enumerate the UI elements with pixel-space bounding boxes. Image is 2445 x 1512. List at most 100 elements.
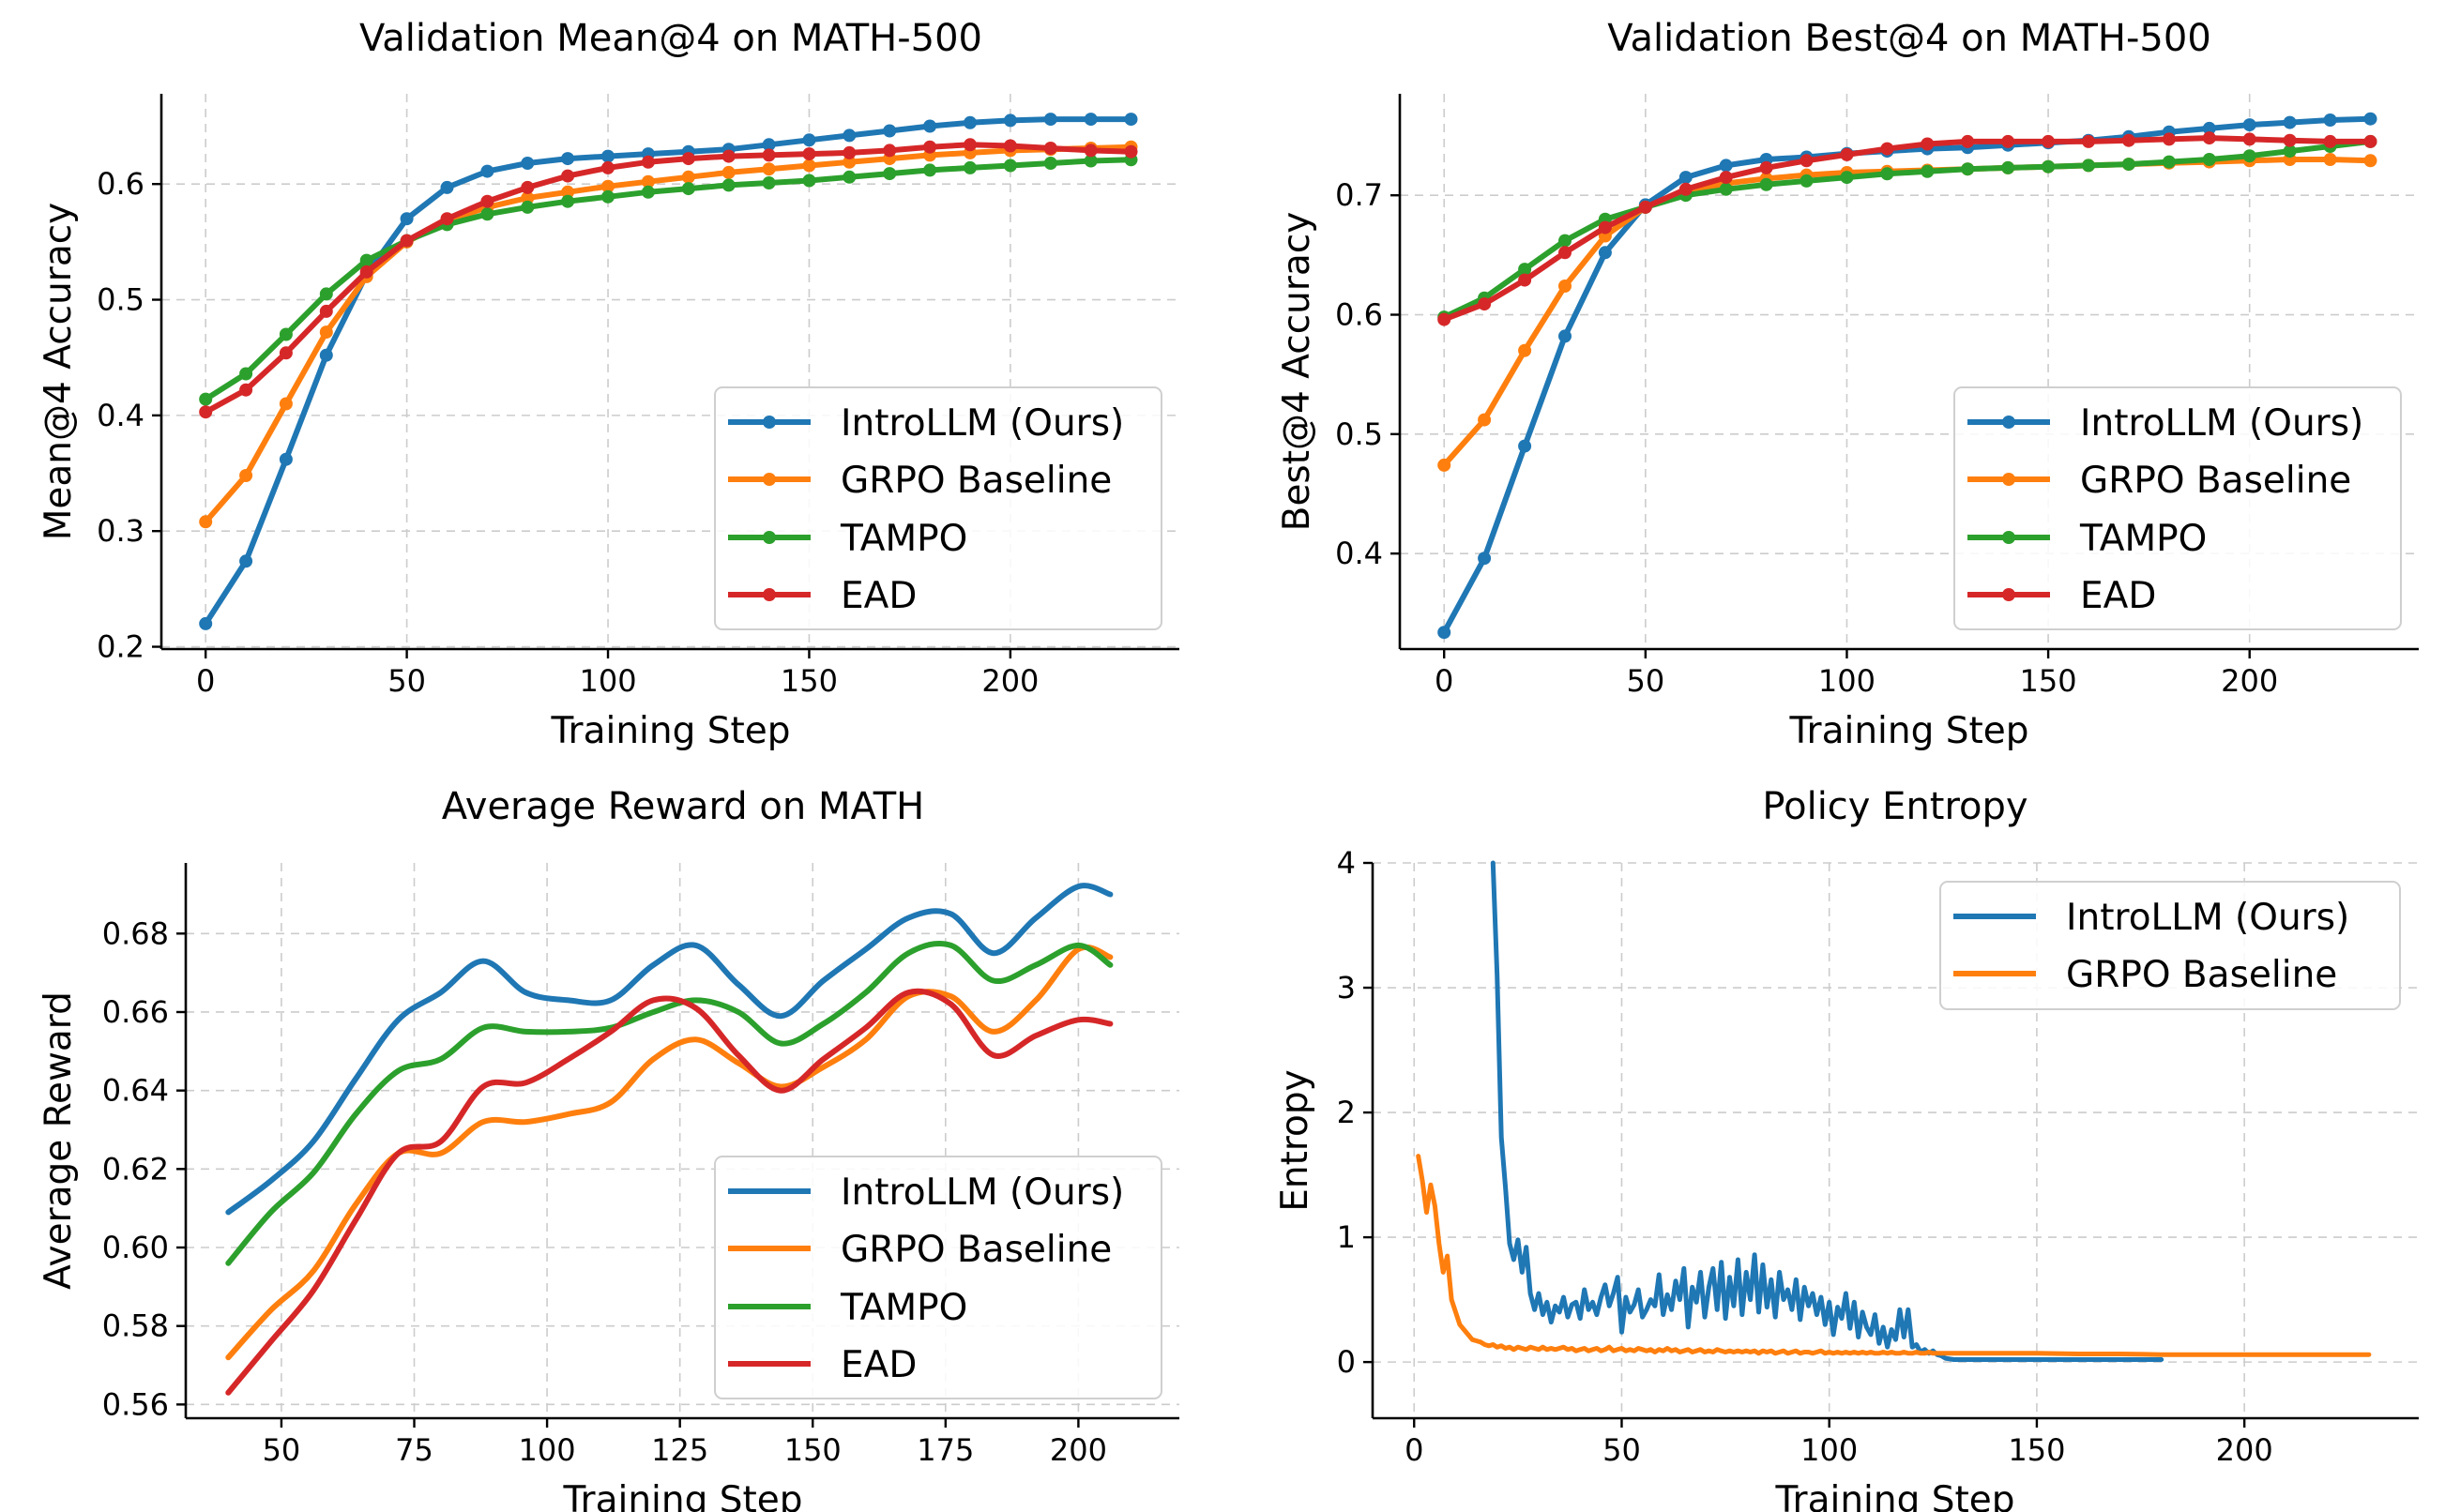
data-point (681, 170, 695, 184)
data-point (239, 554, 253, 568)
data-point (762, 138, 776, 152)
data-point (480, 194, 494, 208)
legend-item: TAMPO (728, 1287, 967, 1329)
legend: IntroLLM (Ours) GRPO Baseline TAMPO EAD (1953, 386, 2402, 630)
data-point (601, 189, 615, 204)
series-line (1441, 115, 2374, 636)
data-point (199, 616, 213, 630)
data-point (2162, 155, 2176, 169)
series-line (203, 142, 1134, 416)
data-point (1921, 137, 1935, 151)
legend-item: TAMPO (728, 518, 967, 560)
y-tick-label: 0.4 (1335, 536, 1383, 571)
series-introllm (1490, 860, 2164, 1362)
data-point (199, 515, 213, 529)
data-point (802, 133, 816, 147)
data-point (561, 169, 575, 183)
data-point (964, 160, 977, 174)
legend-marker (2002, 531, 2015, 544)
chart-mean4: Validation Mean@4 on MATH-500 0 50 100 150 2… (38, 17, 1179, 752)
data-point (521, 200, 535, 214)
x-tick-label: 125 (651, 1432, 708, 1468)
x-tick-label: 0 (1435, 663, 1453, 699)
series-line (1490, 860, 2164, 1362)
data-point (279, 452, 293, 466)
legend-label: IntroLLM (Ours) (841, 402, 1124, 445)
data-point (440, 212, 454, 226)
series-tampo (199, 153, 1138, 406)
data-point (2042, 134, 2056, 148)
y-tick-label: 0.5 (1335, 416, 1383, 452)
series-ead (1437, 131, 2377, 326)
data-point (239, 469, 253, 482)
data-point (601, 160, 615, 174)
data-point (480, 164, 494, 178)
data-point (319, 325, 333, 340)
data-point (1084, 154, 1098, 168)
data-point (1719, 171, 1733, 185)
data-point (319, 348, 333, 362)
data-point (2202, 121, 2216, 135)
y-tick-label: 0.60 (102, 1230, 169, 1265)
series-line (1416, 1154, 2372, 1357)
legend-label: EAD (2080, 575, 2156, 617)
legend-item: TAMPO (1967, 518, 2207, 560)
data-point (601, 149, 615, 163)
y-tick-label: 4 (1337, 845, 1356, 881)
x-tick-label: 50 (263, 1432, 301, 1468)
x-tick-label: 175 (917, 1432, 974, 1468)
data-point (521, 191, 535, 204)
x-tick-label: 200 (2221, 663, 2278, 699)
data-point (440, 180, 454, 194)
legend-item: GRPO Baseline (1967, 460, 2351, 502)
legend-label: GRPO Baseline (841, 1229, 1112, 1271)
chart-entropy: Policy Entropy 0 50 100 150 200 0 1 2 3 4 Trainin… (1274, 785, 2419, 1512)
data-point (1437, 458, 1451, 472)
data-point (1719, 182, 1733, 196)
data-point (1921, 164, 1935, 178)
data-point (1003, 159, 1017, 173)
data-point (199, 392, 213, 406)
x-tick-label: 200 (981, 663, 1039, 699)
y-tick-label: 0.62 (102, 1151, 169, 1187)
data-point (2323, 134, 2337, 148)
data-point (1478, 413, 1492, 427)
legend-label: GRPO Baseline (2080, 460, 2351, 502)
data-point (762, 176, 776, 189)
legend-marker (763, 531, 776, 544)
data-point (2042, 159, 2056, 174)
x-tick-label: 0 (196, 663, 215, 699)
y-tick-label: 0.7 (1335, 177, 1383, 213)
x-axis-label: Training Step (562, 1479, 802, 1512)
data-point (681, 182, 695, 196)
x-tick-label: 50 (1602, 1432, 1641, 1468)
x-tick-label: 200 (1050, 1432, 1107, 1468)
x-axis-label: Training Step (550, 710, 790, 752)
y-axis-label: Entropy (1274, 1069, 1316, 1212)
legend-label: EAD (841, 1344, 917, 1386)
data-point (1678, 171, 1693, 185)
y-tick-label: 0.66 (102, 994, 169, 1030)
data-point (2242, 132, 2256, 146)
data-point (1084, 113, 1098, 127)
data-point (802, 147, 816, 161)
data-point (2082, 134, 2095, 148)
legend-box (714, 1156, 1162, 1399)
series-line (225, 944, 1114, 1361)
data-point (2283, 133, 2297, 147)
data-point (400, 212, 414, 226)
data-point (2121, 158, 2135, 172)
data-point (1437, 626, 1451, 640)
data-point (843, 155, 857, 169)
data-point (2363, 154, 2377, 168)
data-point (1478, 552, 1492, 566)
data-point (1598, 246, 1612, 260)
x-tick-label: 100 (519, 1432, 576, 1468)
data-point (721, 178, 736, 192)
legend-item: IntroLLM (Ours) (1953, 897, 2349, 939)
data-point (1003, 113, 1017, 128)
legend: IntroLLM (Ours) GRPO Baseline (1939, 881, 2401, 1010)
data-point (2363, 134, 2377, 148)
legend-item: GRPO Baseline (728, 460, 1112, 502)
legend-label: TAMPO (2079, 518, 2207, 560)
